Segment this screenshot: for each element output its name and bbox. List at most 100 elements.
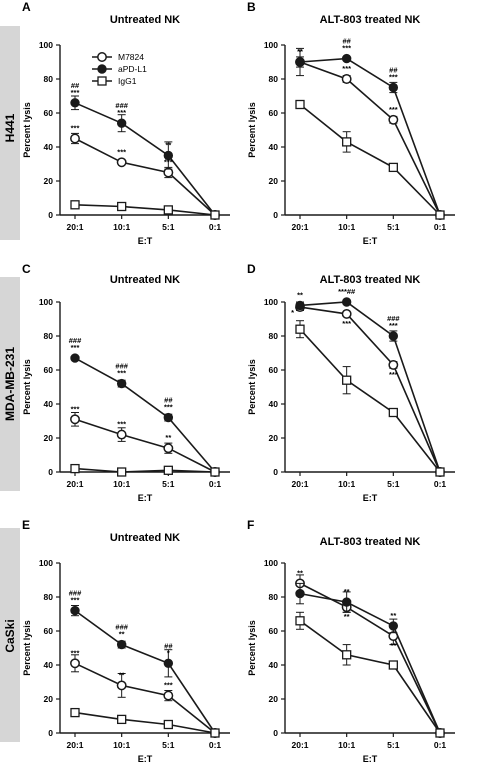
panel-f-title: ALT-803 treated NK: [320, 536, 421, 548]
panel-a-ytick-label: 60: [44, 108, 54, 118]
panel-b-ytick-label: 80: [269, 74, 279, 84]
panel-b-series-m7824-line: [299, 61, 441, 216]
panel-a-legend-marker: [97, 76, 107, 86]
panel-b-series-igg1-line: [299, 103, 441, 216]
panel-d-series-m7824-point: [388, 359, 399, 370]
panel-b-ytick-label: 0: [273, 210, 278, 220]
panel-c-significance-label: ***: [71, 343, 80, 352]
panel-d-significance-label: ***: [389, 370, 398, 379]
panel-a-ytick-label: 80: [44, 74, 54, 84]
panel-f-ytick-label: 100: [264, 558, 278, 568]
panel-b-series-apd-l1-point: [388, 82, 399, 93]
panel-f-significance-label: **: [297, 568, 303, 577]
panel-c-ytick-label: 60: [44, 365, 54, 375]
panel-c-series-apd-l1-point: [163, 412, 174, 423]
panel-a-series-igg1-point: [117, 201, 127, 212]
panel-f-xtick-label: 10:1: [338, 740, 355, 750]
panel-f-ytick-label: 60: [269, 626, 279, 636]
panel-d-series-m7824-point: [341, 308, 352, 319]
panel-c-significance-label: ##: [164, 396, 173, 405]
panel-f-xtick-label: 5:1: [387, 740, 400, 750]
panel-f-ytick-label: 80: [269, 592, 279, 602]
panel-c-series-apd-l1-line: [74, 357, 216, 473]
panel-f-series-apd-l1-line: [299, 592, 441, 734]
panel-d-significance-label: ###: [387, 314, 400, 323]
panel-b-series-m7824-point: [388, 114, 399, 125]
panel-c-series-igg1-point: [117, 467, 127, 477]
panel-f-significance-label: **: [344, 612, 350, 621]
panel-b-x-label: E:T: [363, 236, 378, 246]
panel-b-xtick-label: 10:1: [338, 222, 355, 232]
panel-d-ytick-label: 60: [269, 365, 279, 375]
panel-f-y-label: Percent lysis: [247, 620, 257, 676]
panel-f-ytick-label: 0: [273, 728, 278, 738]
panel-c-series-m7824-point: [70, 414, 80, 425]
panel-a-ytick-label: 40: [44, 142, 54, 152]
row-band-caski: [0, 528, 20, 742]
panel-d-series-apd-l1-point: [341, 297, 352, 307]
panel-a-significance-label: ***: [117, 108, 126, 117]
panel-f-series-apd-l1-point: [341, 597, 352, 607]
panel-c-xtick-label: 10:1: [113, 479, 130, 489]
panel-d-significance-label: *: [291, 308, 294, 317]
panel-b-title: ALT-803 treated NK: [320, 14, 421, 26]
panel-e-x-label: E:T: [138, 754, 153, 764]
panel-c-series-m7824-point: [116, 429, 127, 440]
panel-e-significance-label: *: [167, 648, 170, 657]
panel-c-ytick-label: 0: [48, 467, 53, 477]
panel-e-series-igg1-line: [74, 711, 216, 734]
panel-a-xtick-label: 20:1: [66, 222, 83, 232]
panel-a-legend-marker: [97, 52, 107, 62]
panel-e-xtick-label: 10:1: [113, 740, 130, 750]
panel-c-xtick-label: 0:1: [209, 479, 222, 489]
panel-c-significance-label: ***: [164, 403, 173, 412]
panel-c-title: Untreated NK: [110, 274, 180, 286]
panel-a-legend-label: M7824: [118, 52, 144, 62]
panel-d-significance-label: ***: [342, 319, 351, 328]
panel-c-ytick-label: 80: [44, 331, 54, 341]
panel-f-x-label: E:T: [363, 754, 378, 764]
panel-f-significance-label: **: [390, 641, 396, 650]
panel-f-series-igg1-point: [342, 650, 352, 660]
panel-b-significance-label: ***: [389, 73, 398, 82]
panel-c-xtick-label: 5:1: [162, 479, 175, 489]
panel-b-ytick-label: 20: [269, 176, 279, 186]
panel-a-significance-label: ***: [71, 124, 80, 133]
panel-d-xtick-label: 10:1: [338, 479, 355, 489]
panel-d-xtick-label: 0:1: [434, 479, 447, 489]
row-band-mda: [0, 277, 20, 491]
panel-a-series-apd-l1-point: [163, 150, 174, 161]
panel-f-significance-label: **: [390, 611, 396, 620]
panel-a-series-apd-l1-point: [116, 118, 127, 128]
panel-c-x-label: E:T: [138, 493, 153, 503]
panel-a-significance-label: ***: [71, 88, 80, 97]
panel-b-series-apd-l1-point: [295, 57, 305, 67]
row-band-h441: [0, 26, 20, 240]
panel-letter-b: B: [247, 0, 256, 14]
panel-e-series-igg1-point: [117, 714, 127, 725]
panel-c-series-igg1-point: [70, 463, 80, 474]
panel-c-ytick-label: 100: [39, 297, 53, 307]
panel-e-xtick-label: 5:1: [162, 740, 175, 750]
panel-a-significance-label: ***: [164, 158, 173, 167]
panel-a-xtick-label: 0:1: [209, 222, 222, 232]
panel-e-ytick-label: 100: [39, 558, 53, 568]
panel-f-series-m7824-line: [299, 582, 441, 734]
panel-c-series-igg1-point: [163, 465, 173, 475]
panel-b-significance-label: ##: [389, 66, 398, 75]
panel-d-x-label: E:T: [363, 493, 378, 503]
panel-e-series-m7824-line: [74, 662, 216, 734]
panel-d-significance-label: **: [297, 290, 303, 299]
panel-a-significance-label: ##: [71, 81, 80, 90]
panel-f-ytick-label: 20: [269, 694, 279, 704]
panel-b-ytick-label: 60: [269, 108, 279, 118]
panel-d-title: ALT-803 treated NK: [320, 274, 421, 286]
panel-d-series-apd-l1-point: [295, 300, 305, 311]
panel-d-xtick-label: 5:1: [387, 479, 400, 489]
panel-b-xtick-label: 0:1: [434, 222, 447, 232]
panel-f-series-apd-l1-point: [295, 588, 305, 599]
panel-a-series-apd-l1-point: [70, 98, 80, 108]
panel-c-series-igg1-point: [210, 467, 220, 477]
panel-letter-e: E: [22, 518, 31, 532]
